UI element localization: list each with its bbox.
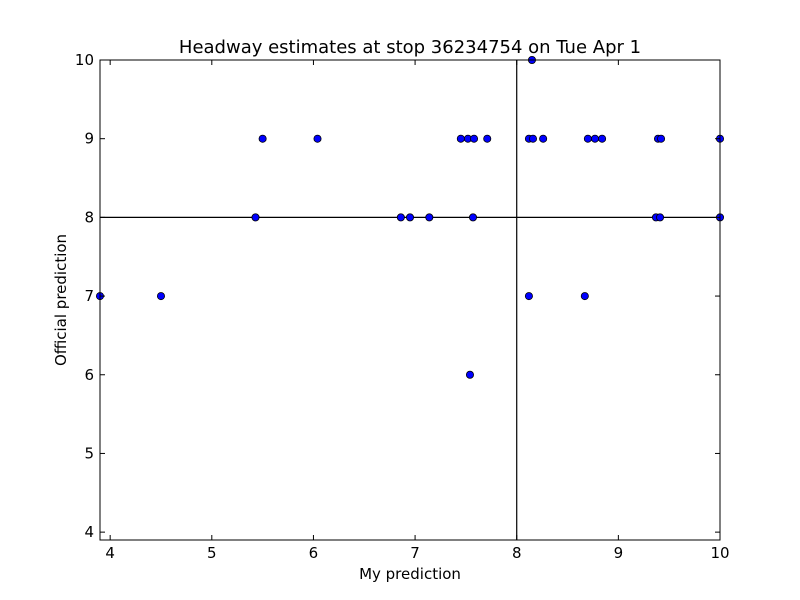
chart-title: Headway estimates at stop 36234754 on Tu… [179,37,641,58]
data-point [598,134,607,143]
data-point [539,134,548,143]
y-tick-label: 8 [84,208,94,226]
x-tick-label: 9 [614,544,624,562]
data-point [656,213,665,222]
data-point [425,213,434,222]
data-point [251,213,260,222]
data-point [583,134,592,143]
data-point [469,213,478,222]
data-point [405,213,414,222]
x-axis-label: My prediction [359,565,461,583]
plot-area-frame [99,59,721,541]
x-tick-label: 6 [309,544,319,562]
data-point [313,134,322,143]
y-tick-label: 4 [84,523,94,541]
x-tick-label: 4 [105,544,115,562]
x-tick-label: 10 [710,544,729,562]
data-point [524,292,533,301]
data-point [470,134,479,143]
data-point [456,134,465,143]
x-tick-label: 8 [512,544,522,562]
x-tick-label: 7 [410,544,420,562]
data-point [657,134,666,143]
data-point [156,292,165,301]
data-point [396,213,405,222]
data-point [258,134,267,143]
data-point [465,370,474,379]
data-point [483,134,492,143]
y-tick-label: 7 [84,287,94,305]
y-tick-label: 6 [84,366,94,384]
y-axis-label: Official prediction [52,234,70,366]
data-point [580,292,589,301]
y-tick-label: 9 [84,130,94,148]
data-point [590,134,599,143]
y-tick-label: 5 [84,444,94,462]
data-point [528,134,537,143]
y-tick-label: 10 [75,51,94,69]
x-tick-label: 5 [207,544,217,562]
